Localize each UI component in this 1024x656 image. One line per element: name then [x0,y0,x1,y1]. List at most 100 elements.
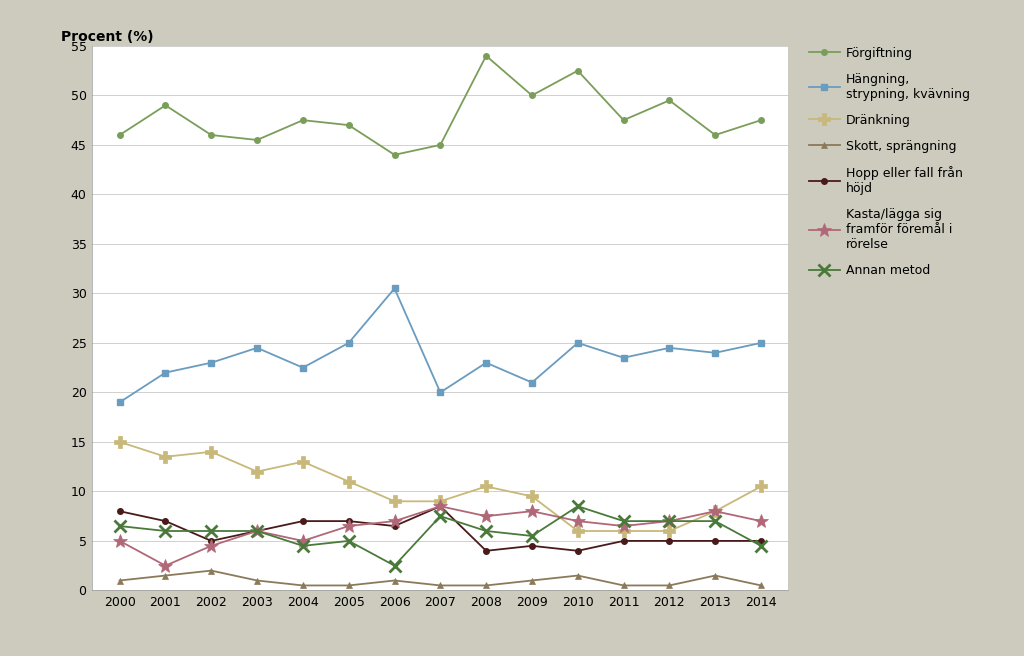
Hopp eller fall från
höjd [114,507,126,515]
Hopp eller fall från
höjd [251,527,263,535]
Skott, sprängning [709,571,721,579]
Annan metod [434,512,446,520]
Hopp eller fall från
höjd [205,537,217,545]
Annan metod [205,527,217,535]
Kasta/lägga sig
framför föremål i
rörelse [709,507,721,515]
Kasta/lägga sig
framför föremål i
rörelse [664,517,676,525]
Annan metod [251,527,263,535]
Annan metod [525,532,538,540]
Förgiftning [571,67,584,75]
Line: Kasta/lägga sig
framför föremål i
rörelse: Kasta/lägga sig framför föremål i rörels… [113,499,768,573]
Förgiftning [709,131,721,139]
Hopp eller fall från
höjd [571,547,584,555]
Hopp eller fall från
höjd [480,547,493,555]
Hängning,
strypning, kvävning [297,363,309,371]
Kasta/lägga sig
framför föremål i
rörelse [251,527,263,535]
Dränkning [664,527,676,535]
Förgiftning [160,102,172,110]
Hopp eller fall från
höjd [343,517,355,525]
Förgiftning [434,141,446,149]
Kasta/lägga sig
framför föremål i
rörelse [755,517,767,525]
Dränkning [388,497,400,505]
Annan metod [664,517,676,525]
Hopp eller fall från
höjd [617,537,630,545]
Hängning,
strypning, kvävning [664,344,676,352]
Hängning,
strypning, kvävning [205,359,217,367]
Förgiftning [205,131,217,139]
Dränkning [205,448,217,456]
Legend: Förgiftning, Hängning,
strypning, kvävning, Dränkning, Skott, sprängning, Hopp e: Förgiftning, Hängning, strypning, kvävni… [809,47,970,277]
Kasta/lägga sig
framför föremål i
rörelse [160,562,172,569]
Förgiftning [525,91,538,99]
Hängning,
strypning, kvävning [617,354,630,361]
Skott, sprängning [617,581,630,589]
Hopp eller fall från
höjd [434,502,446,510]
Hängning,
strypning, kvävning [571,339,584,347]
Skott, sprängning [480,581,493,589]
Kasta/lägga sig
framför föremål i
rörelse [205,542,217,550]
Förgiftning [251,136,263,144]
Skott, sprängning [388,577,400,584]
Skott, sprängning [525,577,538,584]
Hängning,
strypning, kvävning [480,359,493,367]
Hopp eller fall från
höjd [525,542,538,550]
Skott, sprängning [434,581,446,589]
Hopp eller fall från
höjd [388,522,400,530]
Annan metod [480,527,493,535]
Annan metod [571,502,584,510]
Förgiftning [664,96,676,104]
Kasta/lägga sig
framför föremål i
rörelse [343,522,355,530]
Förgiftning [114,131,126,139]
Annan metod [343,537,355,545]
Dränkning [297,458,309,466]
Annan metod [388,562,400,569]
Förgiftning [755,116,767,124]
Hängning,
strypning, kvävning [388,285,400,293]
Dränkning [251,468,263,476]
Skott, sprängning [205,567,217,575]
Hopp eller fall från
höjd [755,537,767,545]
Kasta/lägga sig
framför föremål i
rörelse [297,537,309,545]
Förgiftning [343,121,355,129]
Annan metod [709,517,721,525]
Förgiftning [617,116,630,124]
Dränkning [525,493,538,501]
Dränkning [114,438,126,446]
Hängning,
strypning, kvävning [251,344,263,352]
Hängning,
strypning, kvävning [160,369,172,377]
Dränkning [434,497,446,505]
Hängning,
strypning, kvävning [755,339,767,347]
Förgiftning [388,151,400,159]
Hängning,
strypning, kvävning [709,349,721,357]
Line: Förgiftning: Förgiftning [117,53,764,157]
Line: Hängning,
strypning, kvävning: Hängning, strypning, kvävning [116,285,765,406]
Förgiftning [480,52,493,60]
Skott, sprängning [755,581,767,589]
Annan metod [114,522,126,530]
Kasta/lägga sig
framför föremål i
rörelse [434,502,446,510]
Skott, sprängning [664,581,676,589]
Annan metod [617,517,630,525]
Hängning,
strypning, kvävning [114,398,126,406]
Hängning,
strypning, kvävning [525,379,538,386]
Kasta/lägga sig
framför föremål i
rörelse [617,522,630,530]
Kasta/lägga sig
framför föremål i
rörelse [480,512,493,520]
Skott, sprängning [114,577,126,584]
Dränkning [755,483,767,491]
Hopp eller fall från
höjd [664,537,676,545]
Dränkning [480,483,493,491]
Text: Procent (%): Procent (%) [61,30,154,43]
Dränkning [343,478,355,485]
Skott, sprängning [571,571,584,579]
Skott, sprängning [160,571,172,579]
Kasta/lägga sig
framför föremål i
rörelse [525,507,538,515]
Skott, sprängning [343,581,355,589]
Annan metod [160,527,172,535]
Hopp eller fall från
höjd [709,537,721,545]
Hängning,
strypning, kvävning [343,339,355,347]
Hängning,
strypning, kvävning [434,388,446,396]
Skott, sprängning [297,581,309,589]
Dränkning [571,527,584,535]
Line: Dränkning: Dränkning [114,436,767,537]
Line: Annan metod: Annan metod [114,500,767,572]
